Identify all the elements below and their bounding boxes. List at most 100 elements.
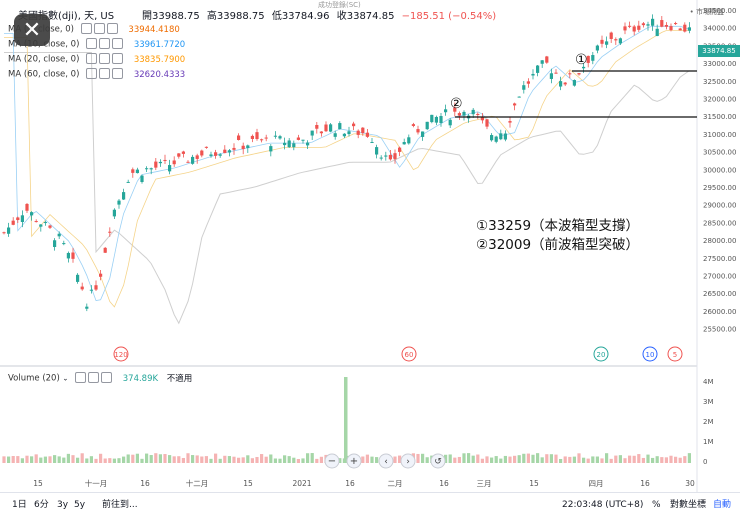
range-6m[interactable]: 6分: [34, 500, 49, 510]
time-axis: 15 十一月 16 十二月 15 2021 16 二月 16 三月 15 四月 16 30: [33, 478, 695, 488]
candle-body: [154, 161, 158, 168]
price-tick: 28000.00: [703, 237, 736, 245]
candle-body: [375, 147, 379, 155]
candle-body: [241, 145, 245, 150]
candle-body: [264, 137, 268, 139]
candle-body: [388, 154, 392, 160]
percent-toggle[interactable]: %: [652, 500, 661, 510]
ma20-line: [4, 30, 690, 308]
candle-body: [582, 66, 586, 69]
candle-body: [232, 147, 236, 150]
volume-bar: [448, 454, 452, 463]
candle-body: [16, 217, 20, 221]
candle-body: [499, 133, 503, 140]
volume-bar: [11, 456, 15, 463]
candle-body: [361, 127, 365, 134]
symbol-title[interactable]: 美國指數(dji), 天, US: [18, 11, 115, 22]
time-tick: 二月: [388, 479, 403, 488]
indicator-ma20[interactable]: MA (20, close, 0) 33835.7900: [8, 52, 185, 66]
range-1d[interactable]: 1日: [12, 500, 27, 510]
price-chart[interactable]: 34500.0034000.0033500.0033000.0032500.00…: [0, 0, 740, 492]
range-3y[interactable]: 3y: [57, 500, 69, 510]
candle-body: [545, 56, 549, 63]
volume-bar: [669, 455, 673, 463]
candle-body: [112, 209, 116, 217]
indicator-buttons[interactable]: [80, 22, 120, 36]
event-marker[interactable]: [642, 346, 658, 362]
volume-bar: [246, 455, 250, 463]
candle-body: [204, 146, 208, 148]
candle-body: [637, 25, 641, 30]
time-tick: 15: [529, 479, 539, 488]
candle-body: [246, 145, 250, 149]
volume-bar: [62, 457, 66, 463]
event-marker[interactable]: [113, 346, 129, 362]
candle-body: [600, 39, 604, 44]
volume-bar: [218, 458, 222, 463]
candle-body: [618, 38, 622, 44]
range-5y[interactable]: 5y: [74, 500, 86, 510]
volume-bar: [485, 456, 489, 463]
price-tick: 28500.00: [703, 219, 736, 227]
candle-body: [352, 123, 356, 127]
overlay-text: 成功登錄(SC): [318, 1, 361, 9]
candle-body: [85, 306, 89, 309]
candle-body: [398, 147, 402, 152]
volume-bar: [260, 454, 264, 463]
volume-bar: [20, 458, 24, 463]
chevron-down-icon[interactable]: ⌄: [62, 374, 69, 383]
close-button[interactable]: ✕: [14, 14, 50, 46]
candle-body: [71, 252, 75, 259]
candle-body: [99, 273, 103, 277]
candle-body: [140, 175, 144, 182]
volume-bar: [549, 454, 553, 463]
market-status[interactable]: • 市場開盤: [689, 8, 724, 16]
auto-scale-toggle[interactable]: 自動: [713, 500, 732, 510]
indicator-buttons[interactable]: [86, 37, 125, 51]
volume-bar: [237, 457, 241, 463]
volume-bar: [117, 458, 121, 463]
time-tick: 三月: [477, 479, 492, 488]
clock: 22:03:48 (UTC+8): [562, 500, 644, 510]
price-tick: 33000.00: [703, 60, 736, 68]
candle-body: [260, 139, 264, 141]
event-marker[interactable]: [401, 346, 417, 362]
candle-body: [439, 116, 443, 124]
candle-body: [315, 125, 319, 129]
svg-text:‹: ‹: [384, 457, 388, 467]
volume-bar: [39, 457, 43, 463]
candle-body: [457, 113, 461, 116]
candle-body: [296, 137, 300, 140]
volume-bar: [480, 458, 484, 463]
candle-body: [444, 109, 448, 113]
candle-body: [609, 32, 613, 39]
indicator-buttons[interactable]: [86, 67, 125, 81]
candle-body: [214, 152, 218, 156]
candle-body: [655, 28, 659, 37]
volume-bar: [531, 454, 535, 463]
indicator-buttons[interactable]: [86, 52, 125, 66]
goto-button[interactable]: 前往到...: [102, 500, 138, 510]
candle-body: [522, 85, 526, 90]
volume-bar: [678, 457, 682, 463]
event-marker[interactable]: [667, 346, 683, 362]
volume-bar: [471, 455, 475, 463]
log-scale-toggle[interactable]: 對數坐標: [670, 500, 707, 510]
volume-bar: [126, 454, 130, 463]
event-label: 10: [646, 351, 655, 359]
candle-body: [324, 124, 328, 132]
indicator-ma60[interactable]: MA (60, close, 0) 32620.4333: [8, 67, 185, 81]
candle-body: [572, 80, 576, 86]
volume-bar: [287, 456, 291, 463]
ohlc-readout: 開33988.75 高33988.75 低33784.96 收33874.85 …: [142, 11, 497, 22]
candle-body: [430, 114, 434, 123]
volume-bar: [536, 453, 540, 463]
volume-bar: [577, 453, 581, 463]
volume-legend[interactable]: Volume (20) ⌄ 374.89K 不適用: [8, 371, 192, 385]
candle-body: [595, 45, 599, 51]
indicator-buttons[interactable]: [75, 371, 114, 385]
event-marker[interactable]: [593, 346, 609, 362]
event-label: 5: [673, 351, 677, 359]
price-tick: 34500.00: [703, 7, 736, 15]
candle-body: [292, 143, 296, 148]
